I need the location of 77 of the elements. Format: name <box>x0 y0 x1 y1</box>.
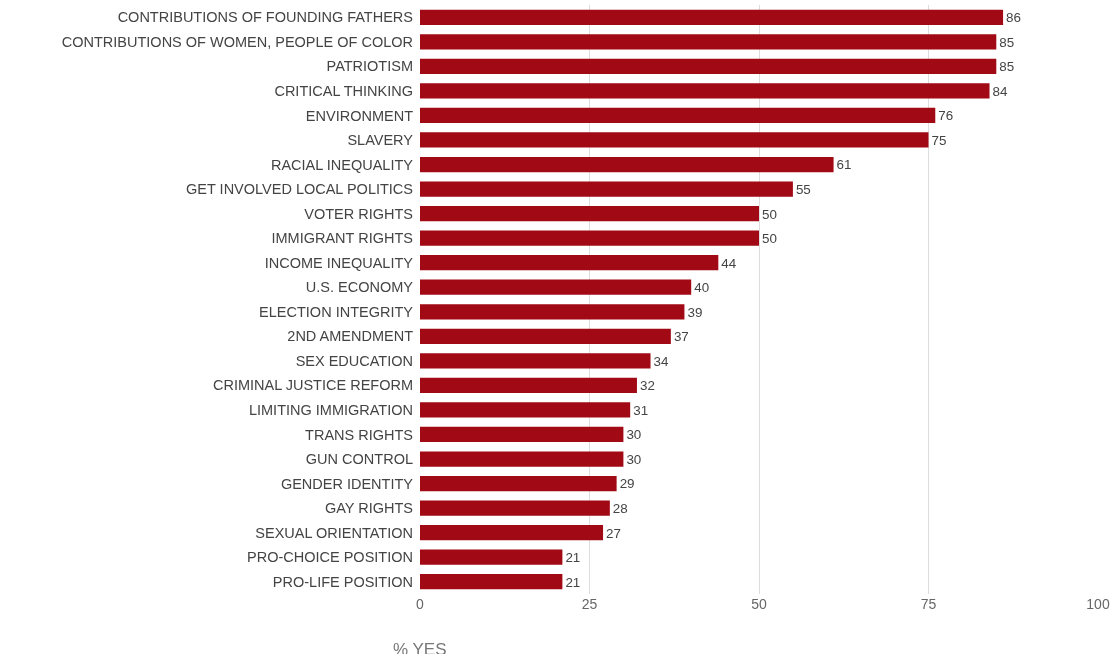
bar <box>420 9 1004 25</box>
data-label: 44 <box>721 255 737 271</box>
data-label: 27 <box>606 525 621 541</box>
y-tick-label: IMMIGRANT RIGHTS <box>271 230 413 247</box>
bar <box>420 353 651 369</box>
y-tick-label: CRIMINAL JUSTICE REFORM <box>212 377 413 394</box>
y-tick-label: SEX EDUCATION <box>295 352 413 369</box>
data-label: 50 <box>762 206 777 222</box>
data-label: 85 <box>999 59 1015 75</box>
y-tick-label: CRITICAL THINKING <box>274 82 413 99</box>
bar <box>420 181 793 197</box>
y-tick-label: CONTRIBUTIONS OF FOUNDING FATHERS <box>117 9 413 26</box>
bar <box>420 426 624 443</box>
bar <box>420 206 759 222</box>
bar <box>420 230 759 246</box>
data-label: 34 <box>653 353 669 369</box>
y-tick-label: GAY RIGHTS <box>324 500 413 517</box>
x-tick-label: 75 <box>920 596 937 612</box>
bar <box>420 549 563 565</box>
x-tick-label: 25 <box>581 596 598 612</box>
bar <box>420 451 624 467</box>
bar <box>420 83 990 99</box>
bar <box>420 574 563 590</box>
data-label: 61 <box>836 157 852 173</box>
data-label: 21 <box>565 574 581 590</box>
y-tick-label: CONTRIBUTIONS OF WOMEN, PEOPLE OF COLOR <box>61 33 413 50</box>
bar <box>420 156 834 173</box>
data-label: 39 <box>687 304 703 320</box>
data-label: 86 <box>1006 10 1022 26</box>
data-label: 55 <box>795 181 811 197</box>
bar <box>420 525 604 541</box>
y-tick-label: PATRIOTISM <box>326 58 413 75</box>
bar <box>420 500 610 516</box>
x-tick-label: 100 <box>1086 596 1110 612</box>
data-label: 28 <box>612 501 628 517</box>
y-tick-label: GUN CONTROL <box>305 451 413 468</box>
bar <box>420 304 685 320</box>
y-tick-label: RACIAL INEQUALITY <box>270 156 414 173</box>
bar <box>420 475 617 492</box>
bar <box>420 377 637 393</box>
y-tick-label: 2ND AMENDMENT <box>287 328 414 345</box>
data-label: 84 <box>992 83 1008 99</box>
data-label: 21 <box>565 550 581 566</box>
data-label: 37 <box>673 329 689 345</box>
x-tick-label: 50 <box>751 596 767 612</box>
bar <box>420 107 936 124</box>
bar <box>420 279 692 295</box>
data-label: 40 <box>694 280 710 296</box>
y-tick-label: SLAVERY <box>347 132 414 149</box>
y-tick-label: PRO-CHOICE POSITION <box>247 549 413 566</box>
bar <box>420 328 671 344</box>
y-tick-label: GENDER IDENTITY <box>280 475 414 492</box>
bar <box>420 402 631 418</box>
y-tick-label: U.S. ECONOMY <box>305 279 414 296</box>
data-label: 76 <box>938 108 954 124</box>
data-label: 32 <box>639 378 655 394</box>
y-tick-label: ELECTION INTEGRITY <box>259 303 414 320</box>
data-label: 75 <box>931 132 947 148</box>
data-label: 30 <box>626 451 642 467</box>
y-tick-label: INCOME INEQUALITY <box>264 254 414 271</box>
y-tick-label: PRO-LIFE POSITION <box>272 573 413 590</box>
data-label: 30 <box>626 427 642 443</box>
y-tick-label: GET INVOLVED LOCAL POLITICS <box>186 181 413 198</box>
data-label: 85 <box>999 34 1015 50</box>
bar <box>420 255 719 271</box>
bar <box>420 132 929 148</box>
data-label: 29 <box>619 476 635 492</box>
y-tick-label: SEXUAL ORIENTATION <box>255 524 413 541</box>
bar <box>420 58 997 74</box>
data-label: 50 <box>762 231 777 247</box>
y-tick-label: LIMITING IMMIGRATION <box>248 402 413 419</box>
x-tick-label: 0 <box>416 596 425 612</box>
bar <box>420 34 997 50</box>
y-tick-label: TRANS RIGHTS <box>305 426 413 443</box>
y-tick-label: ENVIRONMENT <box>305 107 414 124</box>
data-label: 31 <box>633 402 649 418</box>
y-tick-label: VOTER RIGHTS <box>304 205 413 222</box>
